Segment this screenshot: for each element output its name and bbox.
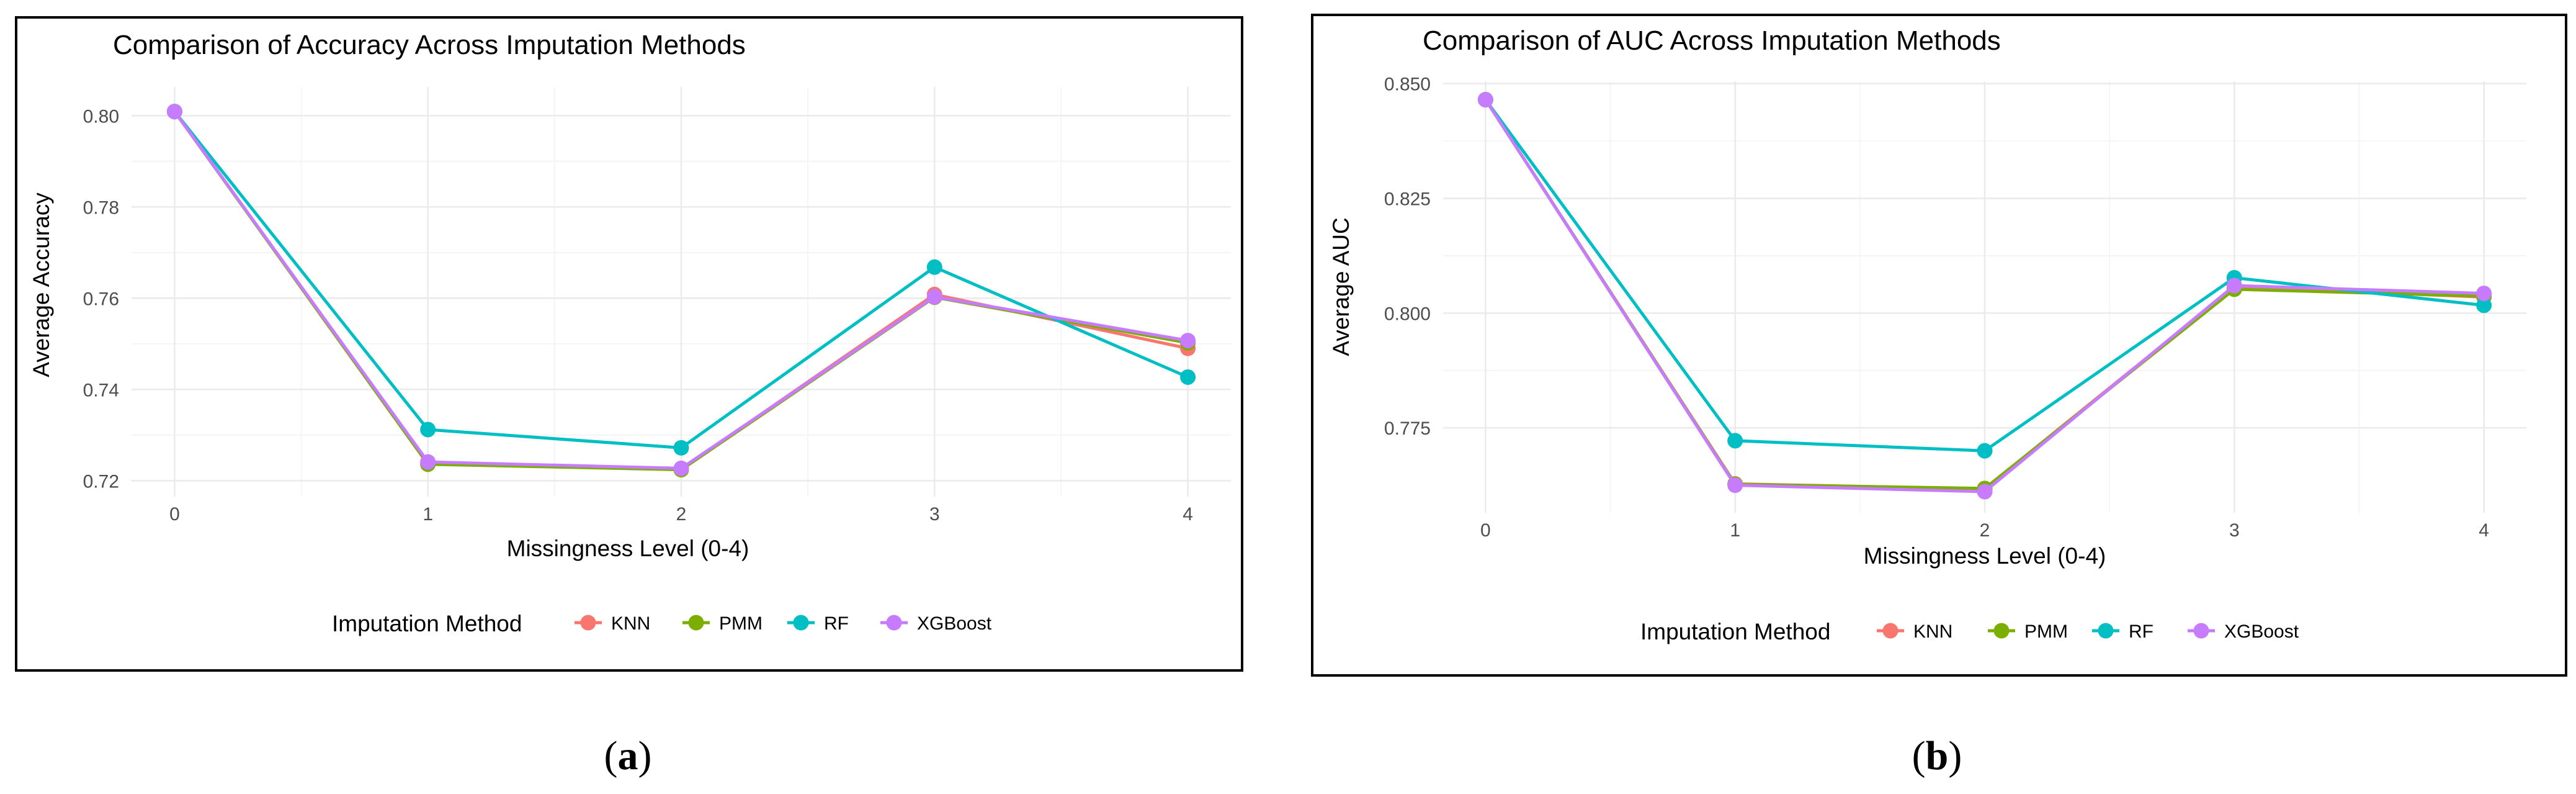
auc-legend-label-rf: RF: [2129, 621, 2153, 642]
accuracy-series: [166, 104, 1196, 478]
auc-point-rf: [2476, 297, 2492, 314]
auc-y-tick-label: 0.775: [1384, 418, 1431, 439]
accuracy-legend: Imputation Method KNN PMM RF XGBoost: [332, 611, 992, 636]
auc-y-ticks: 0.775 0.800 0.825 0.850: [1384, 74, 1431, 440]
auc-point-xgboost: [1727, 477, 1743, 494]
auc-legend-marker-pmm: [1993, 623, 2010, 639]
accuracy-y-ticks: 0.72 0.74 0.76 0.78 0.80: [83, 106, 119, 492]
caption-b-letter: b: [1926, 733, 1949, 778]
accuracy-x-ticks: 0 1 2 3 4: [169, 504, 1193, 525]
accuracy-point-rf: [1180, 369, 1196, 385]
accuracy-point-xgboost: [673, 460, 689, 476]
accuracy-x-tick-label: 4: [1183, 504, 1193, 525]
accuracy-chart-panel: Comparison of Accuracy Across Imputation…: [15, 16, 1243, 672]
auc-y-axis-title: Average AUC: [1328, 217, 1354, 356]
accuracy-gridlines: [132, 87, 1231, 497]
caption-a-letter: a: [618, 733, 638, 778]
auc-legend-entry-knn: KNN: [1877, 621, 1952, 642]
auc-chart-frame: [1311, 14, 2567, 677]
auc-y-tick-label: 0.800: [1384, 304, 1431, 324]
accuracy-legend-title: Imputation Method: [332, 611, 522, 636]
auc-legend-entry-rf: RF: [2092, 621, 2153, 642]
accuracy-legend-entry-xgboost: XGBoost: [880, 613, 992, 634]
caption-b: (b): [1912, 733, 1962, 778]
auc-point-xgboost: [1477, 92, 1493, 108]
auc-legend-marker-rf: [2098, 623, 2114, 639]
auc-legend-label-pmm: PMM: [2024, 621, 2068, 642]
accuracy-point-xgboost: [166, 104, 182, 120]
accuracy-x-axis-title: Missingness Level (0-4): [507, 536, 749, 561]
accuracy-point-rf: [926, 259, 942, 275]
auc-x-tick-label: 4: [2479, 520, 2489, 541]
accuracy-legend-label-pmm: PMM: [719, 613, 763, 634]
auc-point-rf: [1977, 443, 1993, 459]
auc-legend: Imputation Method KNN PMM RF XGBoost: [1640, 619, 2299, 644]
accuracy-legend-marker-pmm: [688, 615, 704, 631]
accuracy-legend-label-rf: RF: [824, 613, 849, 634]
auc-y-tick-label: 0.850: [1384, 74, 1431, 95]
accuracy-point-rf: [420, 422, 436, 438]
accuracy-y-tick-label: 0.72: [83, 471, 119, 492]
auc-legend-title: Imputation Method: [1640, 619, 1830, 644]
auc-legend-marker-xgboost: [2193, 623, 2209, 639]
accuracy-x-tick-label: 1: [423, 504, 433, 525]
accuracy-legend-entry-knn: KNN: [575, 613, 650, 634]
accuracy-legend-label-xgboost: XGBoost: [917, 613, 992, 634]
auc-gridlines: [1443, 81, 2526, 513]
auc-x-tick-label: 2: [1980, 520, 1990, 541]
accuracy-series-xgboost: [166, 104, 1196, 476]
accuracy-legend-marker-xgboost: [886, 615, 902, 631]
auc-point-xgboost: [2476, 286, 2492, 302]
auc-point-rf: [1727, 433, 1743, 449]
accuracy-x-tick-label: 3: [929, 504, 940, 525]
accuracy-series-rf: [166, 104, 1196, 456]
auc-legend-entry-pmm: PMM: [1988, 621, 2068, 642]
accuracy-point-rf: [673, 440, 689, 456]
auc-legend-entry-xgboost: XGBoost: [2188, 621, 2299, 642]
accuracy-x-tick-label: 2: [676, 504, 687, 525]
auc-series-xgboost: [1477, 92, 2492, 500]
accuracy-y-tick-label: 0.80: [83, 106, 119, 127]
accuracy-y-axis-title: Average Accuracy: [29, 192, 54, 377]
accuracy-y-tick-label: 0.78: [83, 197, 119, 218]
accuracy-legend-entry-rf: RF: [787, 613, 849, 634]
auc-legend-label-knn: KNN: [1913, 621, 1952, 642]
auc-chart-title: Comparison of AUC Across Imputation Meth…: [1423, 25, 2001, 56]
accuracy-x-tick-label: 0: [169, 504, 180, 525]
accuracy-y-tick-label: 0.76: [83, 289, 119, 309]
accuracy-point-xgboost: [1180, 333, 1196, 349]
auc-x-axis-title: Missingness Level (0-4): [1864, 543, 2106, 569]
accuracy-chart-title: Comparison of Accuracy Across Imputation…: [113, 30, 746, 60]
auc-y-tick-label: 0.825: [1384, 189, 1431, 210]
accuracy-legend-marker-rf: [793, 615, 809, 631]
auc-legend-label-xgboost: XGBoost: [2224, 621, 2299, 642]
accuracy-legend-marker-knn: [580, 615, 596, 631]
auc-x-tick-label: 3: [2229, 520, 2240, 541]
auc-x-tick-label: 0: [1480, 520, 1491, 541]
accuracy-legend-entry-pmm: PMM: [682, 613, 763, 634]
auc-x-ticks: 0 1 2 3 4: [1480, 520, 2489, 541]
auc-series: [1477, 92, 2492, 500]
auc-point-xgboost: [1977, 484, 1993, 500]
auc-point-xgboost: [2226, 277, 2242, 294]
caption-a: (a): [604, 733, 652, 778]
accuracy-legend-label-knn: KNN: [611, 613, 650, 634]
accuracy-point-xgboost: [926, 289, 942, 305]
auc-chart-panel: Comparison of AUC Across Imputation Meth…: [1311, 14, 2567, 677]
auc-legend-marker-knn: [1882, 623, 1898, 639]
accuracy-y-tick-label: 0.74: [83, 380, 119, 400]
auc-x-tick-label: 1: [1730, 520, 1740, 541]
accuracy-point-xgboost: [420, 454, 436, 470]
